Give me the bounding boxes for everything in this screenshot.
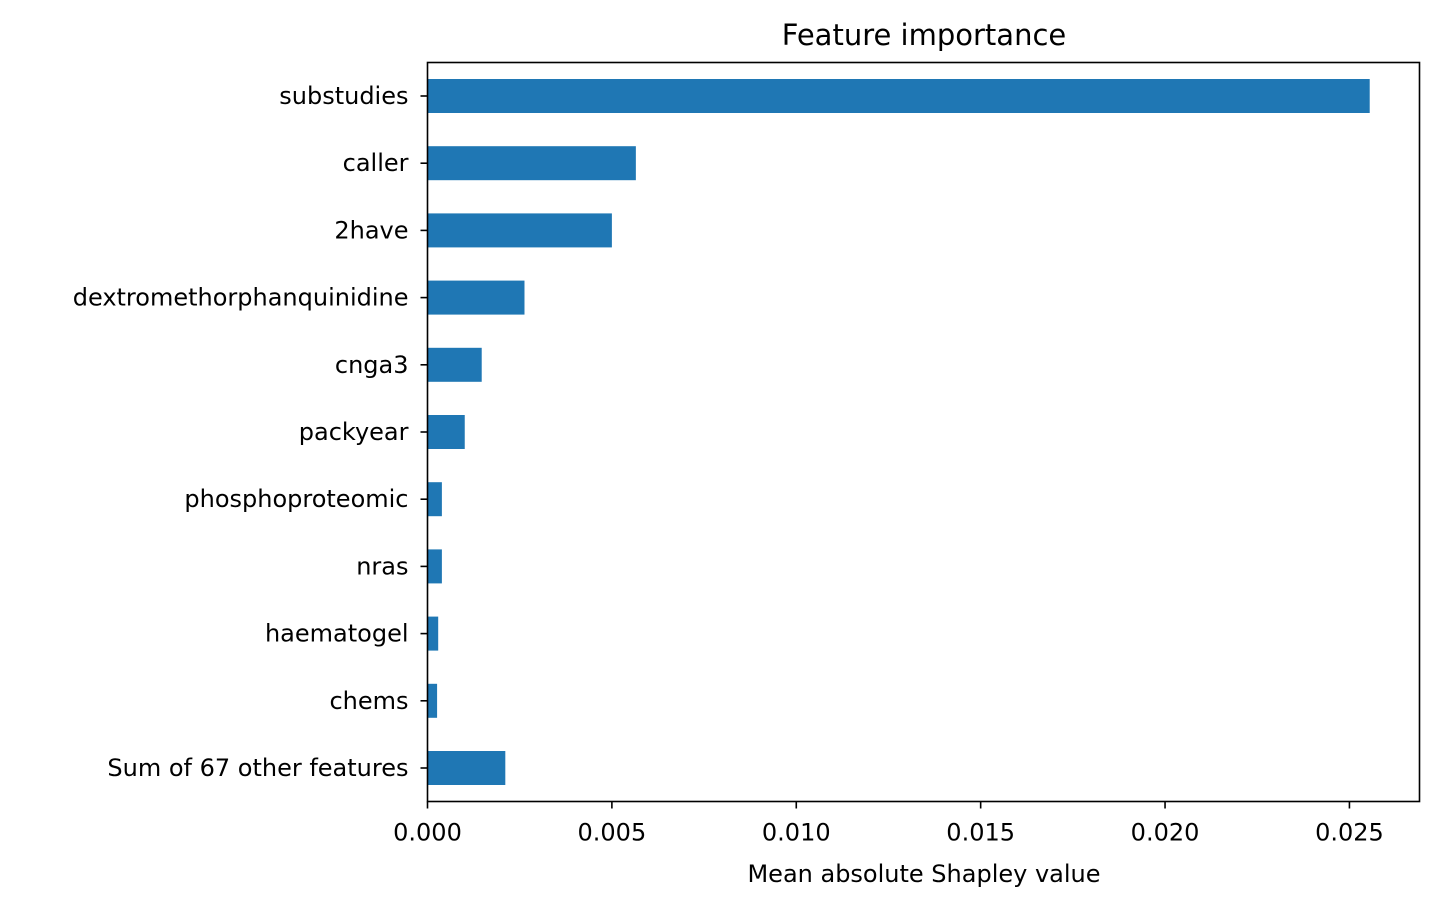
plot-frame — [426, 61, 1421, 803]
bar-6 — [427, 482, 442, 517]
bar-2 — [427, 213, 612, 248]
x-tick-label: 0.010 — [762, 819, 831, 847]
x-tick-label: 0.015 — [946, 819, 1015, 847]
x-axis: 0.000 0.005 0.010 0.015 0.020 0.025 — [393, 801, 1384, 847]
chart-title: Feature importance — [782, 18, 1067, 52]
bars-group — [427, 79, 1370, 785]
bar-10 — [427, 751, 506, 785]
y-tick-label: packyear — [299, 418, 409, 446]
bar-5 — [427, 415, 465, 449]
x-tick-label: 0.005 — [578, 819, 647, 847]
x-tick-label: 0.000 — [393, 819, 462, 847]
y-tick-label: haematogel — [265, 620, 409, 648]
x-axis-label: Mean absolute Shapley value — [747, 860, 1100, 888]
y-tick-label: substudies — [279, 82, 408, 110]
y-tick-label: dextromethorphanquinidine — [73, 284, 409, 312]
bar-1 — [427, 146, 636, 181]
bar-8 — [427, 616, 439, 651]
y-tick-label: nras — [356, 552, 408, 580]
y-axis: substudies caller 2have dextromethorphanqui… — [73, 82, 428, 782]
y-tick-label: chems — [329, 687, 408, 715]
bar-4 — [427, 347, 482, 382]
y-tick-label: Sum of 67 other features — [107, 754, 408, 782]
y-tick-label: cnga3 — [335, 351, 409, 379]
y-tick-label: phosphoproteomic — [184, 485, 408, 513]
y-tick-label: caller — [343, 149, 409, 177]
x-tick-label: 0.020 — [1131, 819, 1200, 847]
bar-0 — [427, 79, 1370, 113]
bar-3 — [427, 280, 525, 315]
x-tick-label: 0.025 — [1315, 819, 1384, 847]
bar-7 — [427, 549, 442, 584]
y-tick-label: 2have — [334, 216, 408, 244]
bar-9 — [427, 683, 438, 718]
